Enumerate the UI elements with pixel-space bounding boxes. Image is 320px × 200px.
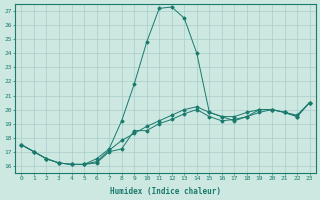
X-axis label: Humidex (Indice chaleur): Humidex (Indice chaleur) [110, 187, 221, 196]
